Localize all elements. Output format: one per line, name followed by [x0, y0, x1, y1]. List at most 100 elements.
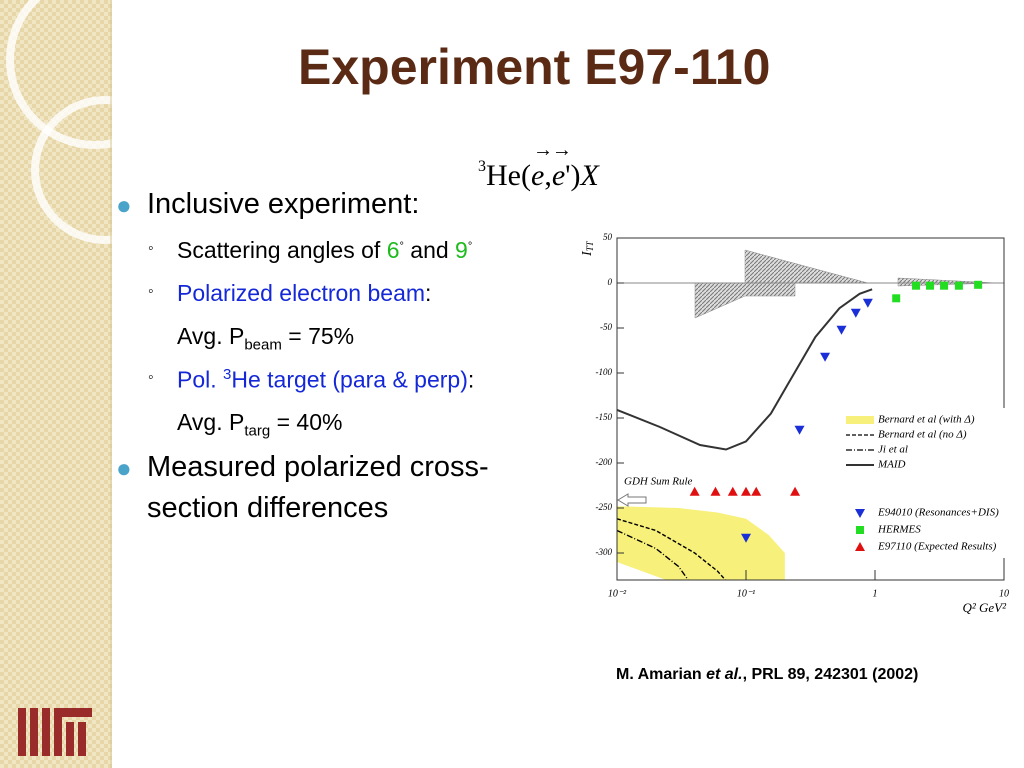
curve: [617, 518, 727, 580]
formula-part: e: [551, 159, 566, 192]
bullet-dot: ●: [116, 453, 132, 483]
plot-area: [617, 249, 1004, 580]
text: Avg. P: [177, 409, 245, 435]
legend-label: E94010 (Resonances+DIS): [877, 507, 999, 519]
formula-part: He(: [486, 159, 531, 192]
ring: [6, 0, 112, 149]
marker: [794, 425, 805, 435]
sub-bullet-dot: ◦: [148, 369, 154, 386]
text: Polarized electron beam: [177, 280, 426, 306]
text: et al.: [706, 666, 743, 683]
slide-title: Experiment E97-110: [298, 39, 771, 95]
legend-swatch: [855, 509, 865, 518]
legend-swatch: [846, 416, 874, 424]
text: and: [403, 237, 456, 263]
text: He target (para & perp): [231, 366, 468, 393]
sub-bullet: Polarized electron beam:: [177, 280, 431, 307]
y-tick-label: -250: [596, 502, 613, 512]
text: = 75%: [281, 323, 355, 349]
y-tick-label: -150: [596, 412, 613, 422]
subscript: targ: [244, 422, 271, 440]
text: Scattering angles of: [177, 237, 387, 263]
y-label-sub: TT: [585, 240, 595, 251]
formula-part: '): [565, 159, 581, 192]
formula-arrow: →: [551, 139, 572, 161]
sub-bullet-dot: ◦: [148, 240, 154, 257]
marker: [836, 325, 847, 335]
annotation: GDH Sum Rule: [624, 476, 693, 488]
marker: [820, 352, 831, 362]
text: :: [467, 366, 475, 393]
degree: °: [467, 240, 473, 253]
marker: [850, 308, 861, 318]
marker: [741, 486, 751, 496]
marker: [954, 281, 963, 290]
superscript: 3: [223, 366, 232, 383]
band: [617, 506, 785, 580]
formula: 3He(→ e, → e')X: [478, 139, 599, 193]
x-tick-label: 10⁻¹: [737, 588, 755, 599]
x-tick-label: 10⁻²: [608, 588, 627, 599]
pattern: [0, 0, 112, 768]
subscript: beam: [244, 336, 282, 354]
text: Pol.: [177, 366, 224, 393]
degree: °: [399, 240, 404, 253]
legend-label: E97110 (Expected Results): [877, 541, 997, 553]
y-tick-label: 0: [608, 277, 613, 287]
text: Avg. P: [177, 323, 245, 349]
angle: 6: [386, 237, 400, 263]
marker: [862, 298, 873, 308]
text: M. Amarian: [616, 666, 707, 683]
legend-swatch: [856, 526, 864, 534]
figure: 50 0 -50 -100 -150 -200 -250 -300 10⁻² 10⁻¹ 1 10 ITT…: [580, 232, 1009, 615]
x-axis-label: Q² GeV²: [962, 600, 1007, 615]
gdh-hatch: [744, 249, 869, 284]
y-tick-label: -200: [596, 457, 613, 467]
bullet-dot: ●: [116, 190, 132, 220]
marker: [926, 281, 935, 290]
text: :: [425, 280, 432, 306]
legend-label: HERMES: [877, 524, 921, 536]
x-tick-label: 1: [873, 588, 878, 599]
y-tick-label: -300: [596, 547, 613, 557]
marker: [689, 486, 700, 496]
y-label-main: I: [580, 250, 595, 257]
sub-bullet-dot: ◦: [148, 283, 154, 300]
marker: [974, 280, 983, 289]
curve: [617, 529, 690, 580]
side-strip: [0, 0, 112, 768]
sub-bullet: Scattering angles of 6° and 9°: [177, 237, 472, 264]
y-tick-label: -100: [596, 367, 613, 377]
legend-label: MAID: [877, 459, 906, 471]
angle: 9: [455, 237, 468, 263]
marker: [940, 281, 949, 290]
marker: [790, 486, 801, 496]
sub-line: Avg. Ptarg = 40%: [177, 409, 342, 440]
legend-label: Ji et al: [878, 444, 908, 456]
sub-line: Avg. Pbeam = 75%: [177, 323, 354, 354]
ring: [31, 96, 112, 244]
x-tick-label: 10: [999, 588, 1009, 599]
gdh-hatch: [694, 282, 796, 319]
bullet: section differences: [147, 492, 389, 524]
marker: [727, 486, 738, 496]
legend-swatch: [855, 542, 865, 551]
sub-bullet: Pol. 3He target (para & perp):: [177, 366, 474, 394]
text: = 40%: [270, 409, 343, 435]
gdh-arrow: [617, 493, 647, 507]
bullet: Inclusive experiment:: [147, 188, 420, 220]
formula-part: X: [580, 159, 599, 192]
formula-part: 3: [478, 158, 486, 175]
bullet: Measured polarized cross-: [147, 451, 489, 483]
y-axis-label: ITT: [580, 240, 595, 257]
logo: [18, 708, 92, 756]
curve: [617, 288, 873, 451]
citation: M. Amarian et al., PRL 89, 242301 (2002): [616, 666, 918, 684]
marker: [751, 486, 762, 496]
text: , PRL 89, 242301 (2002): [742, 666, 919, 683]
marker: [741, 533, 751, 543]
marker: [912, 281, 921, 290]
legend-box: [840, 408, 1005, 558]
marker: [710, 486, 721, 496]
